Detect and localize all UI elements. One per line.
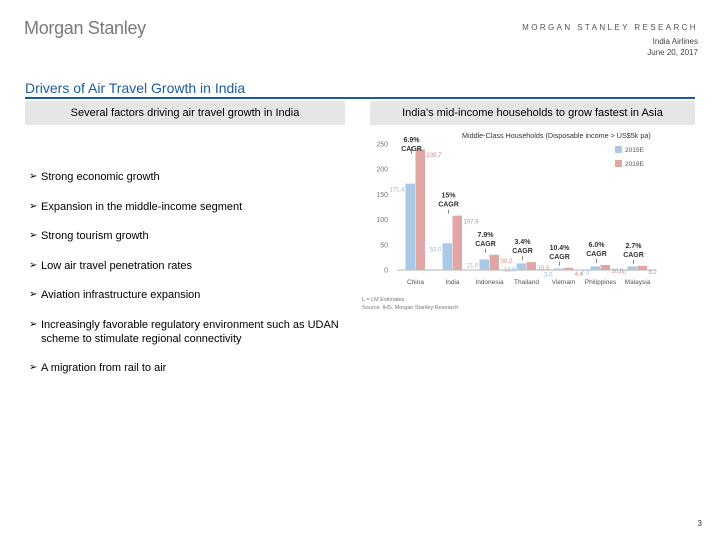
data-label: 15.5 [538, 266, 550, 272]
x-tick-label: Indonesia [475, 279, 504, 286]
y-tick-label: 150 [376, 192, 388, 199]
data-label: 53.0 [430, 247, 442, 253]
page-number: 3 [697, 519, 702, 528]
data-label: 239.7 [427, 153, 443, 159]
bullet-item: ➢ Expansion in the middle-income segment [29, 200, 359, 214]
chart-source: Source: IHS, Morgan Stanley Research [362, 305, 458, 311]
data-label: 7.0 [581, 270, 590, 276]
data-label: 30.2 [501, 259, 513, 265]
bar-2015e [590, 266, 600, 270]
cagr-label: CAGR [623, 252, 644, 259]
cagr-value: 2.7% [626, 243, 643, 250]
bullet-text: Expansion in the middle-income segment [41, 200, 243, 213]
bar-2019e [526, 262, 536, 270]
cagr-value: 6.0% [589, 242, 606, 249]
y-tick-label: 200 [376, 167, 388, 174]
bullet-item: ➢ A migration from rail to air [29, 361, 359, 375]
right-panel-heading: India's mid-income households to grow fa… [370, 101, 695, 125]
data-label: 4.4 [575, 272, 584, 278]
cagr-label: CAGR [549, 254, 570, 261]
y-tick-label: 0 [384, 268, 388, 275]
data-label: 107.9 [464, 220, 480, 226]
legend-swatch [615, 146, 622, 153]
page-title: Drivers of Air Travel Growth in India [25, 80, 246, 96]
data-label: 21.0 [467, 263, 479, 269]
bullet-text: Strong tourism growth [41, 230, 149, 242]
bullet-item: ➢ Low air travel penetration rates [29, 259, 359, 273]
bullet-text: Increasingly favorable regulatory enviro… [41, 318, 339, 345]
bullet-list: ➢ Strong economic growth ➢ Expansion in th… [29, 170, 359, 391]
research-label: MORGAN STANLEY RESEARCH [522, 23, 698, 32]
legend-label: 2019E [625, 161, 644, 168]
bar-2015e [627, 266, 637, 270]
arrow-icon: ➢ [29, 200, 38, 212]
legend-swatch [615, 160, 622, 167]
cagr-value: 15% [441, 193, 456, 200]
data-label: 7.0 [618, 270, 627, 276]
x-tick-label: Thailand [514, 279, 539, 286]
x-tick-label: Vietnam [552, 279, 576, 286]
bullet-text: Aviation infrastructure expansion [41, 289, 201, 301]
subtitle-company: India Airlines [652, 37, 698, 46]
cagr-value: 3.4% [515, 239, 532, 246]
bar-2015e [442, 243, 452, 270]
data-label: 13.0 [504, 267, 516, 273]
data-label: 8.2 [649, 270, 658, 276]
x-tick-label: Philippines [585, 279, 617, 286]
cagr-label: CAGR [438, 202, 459, 209]
bar-2019e [600, 264, 610, 270]
bar-2019e [415, 149, 425, 270]
cagr-label: CAGR [586, 251, 607, 258]
arrow-icon: ➢ [29, 362, 38, 373]
bar-2019e [563, 267, 573, 270]
cagr-label: CAGR [475, 241, 496, 248]
logo: Morgan Stanley [24, 18, 146, 38]
bar-2015e [553, 268, 563, 270]
x-tick-label: Malaysia [625, 279, 651, 286]
y-tick-label: 250 [376, 142, 388, 149]
title-rule [25, 97, 695, 99]
subtitle-date: June 20, 2017 [647, 48, 698, 57]
bar-2019e [489, 254, 499, 270]
data-label: 10.0 [612, 269, 624, 275]
bar-2015e [516, 263, 526, 270]
cagr-value: 6.9% [404, 137, 421, 144]
cagr-value: 7.9% [478, 232, 495, 239]
bullet-text: Strong economic growth [41, 171, 160, 183]
arrow-icon: ➢ [29, 230, 38, 241]
bullet-item: ➢ Strong tourism growth [29, 229, 359, 243]
bullet-item: ➢ Increasingly favorable regulatory envir… [29, 318, 359, 346]
x-tick-label: China [407, 279, 424, 286]
middle-class-households-chart: Middle-Class Households (Disposable inco… [362, 131, 658, 311]
chart-title: Middle-Class Households (Disposable inco… [462, 131, 651, 140]
data-label: 171.4 [389, 188, 405, 194]
bar-2015e [479, 259, 489, 270]
arrow-icon: ➢ [29, 171, 38, 182]
cagr-label: CAGR [512, 248, 533, 255]
bullet-item: ➢ Aviation infrastructure expansion [29, 288, 359, 302]
x-tick-label: India [445, 279, 459, 286]
bullet-item: ➢ Strong economic growth [29, 170, 359, 184]
bullet-text: A migration from rail to air [41, 362, 167, 374]
left-panel-heading: Several factors driving air travel growt… [25, 101, 345, 125]
chart-footnote: L = LM Estimates [362, 297, 405, 303]
bar-2019e [452, 215, 462, 270]
bar-2015e [405, 183, 415, 270]
y-tick-label: 50 [380, 242, 388, 249]
bullet-text: Low air travel penetration rates [41, 259, 193, 272]
data-label: 3.0 [544, 272, 553, 278]
y-tick-label: 100 [376, 217, 388, 224]
bar-2019e [637, 265, 647, 270]
arrow-icon: ➢ [29, 259, 38, 271]
arrow-icon: ➢ [29, 289, 38, 300]
cagr-value: 10.4% [550, 245, 571, 252]
legend-label: 2015E [625, 147, 644, 154]
arrow-icon: ➢ [29, 318, 38, 330]
